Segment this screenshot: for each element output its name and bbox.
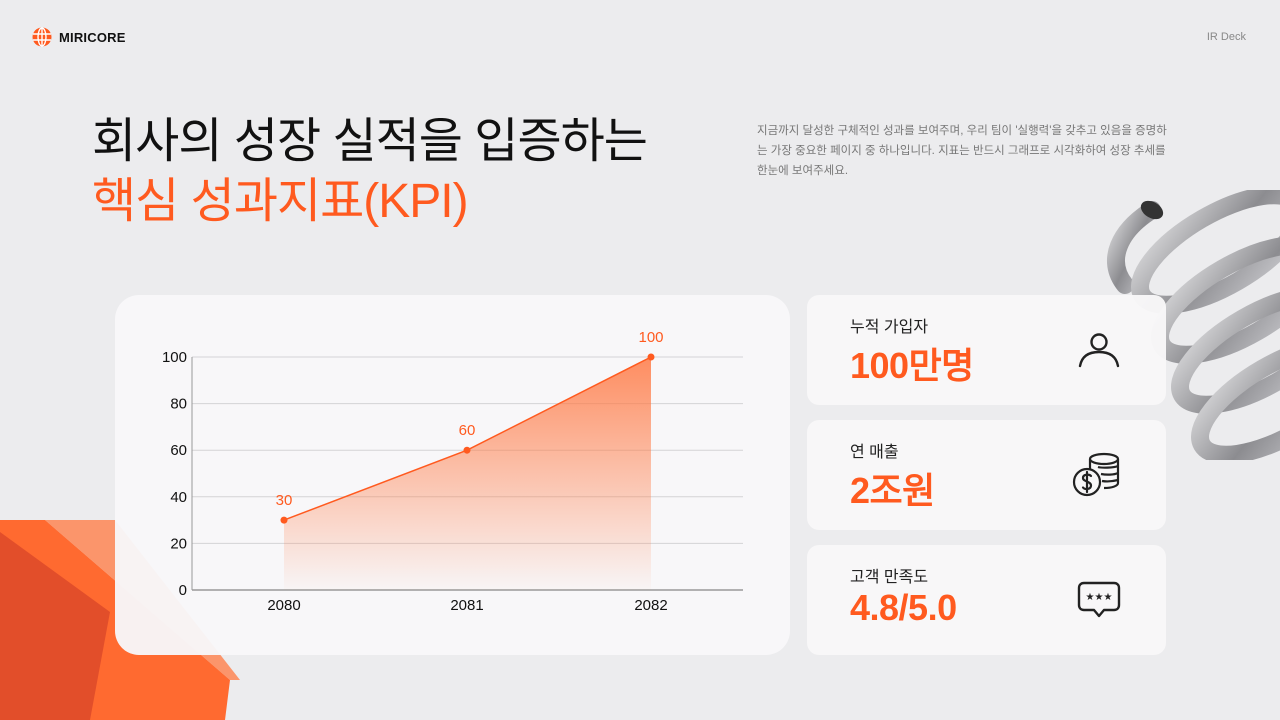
kpi-card-subscribers: 누적 가입자 100만명 xyxy=(807,295,1166,405)
svg-text:60: 60 xyxy=(459,422,476,439)
kpi-value: 100만명 xyxy=(850,345,974,386)
svg-text:2080: 2080 xyxy=(267,597,300,614)
brand-name: MIRICORE xyxy=(59,29,126,45)
y-axis-ticks: 0 20 40 60 80 100 xyxy=(162,349,187,599)
kpi-area-chart-card: 0 20 40 60 80 100 30 60 100 2080 2081 2082 xyxy=(115,295,790,655)
svg-text:100: 100 xyxy=(162,349,187,366)
description-text: 지금까지 달성한 구체적인 성과를 보여주며, 우리 팀이 '실행력'을 갖추고… xyxy=(757,125,1167,177)
chart-data-labels: 30 60 100 xyxy=(276,329,664,509)
kpi-value: 2조원 xyxy=(850,470,935,511)
svg-text:2082: 2082 xyxy=(634,597,667,614)
kpi-card-satisfaction: 고객 만족도 4.8/5.0 ★ ★ ★ xyxy=(807,545,1166,655)
page-title: 회사의 성장 실적을 입증하는 핵심 성과지표(KPI) xyxy=(92,112,648,232)
svg-text:★: ★ xyxy=(1104,592,1113,603)
svg-text:0: 0 xyxy=(179,582,187,599)
globe-icon xyxy=(32,27,52,47)
svg-text:40: 40 xyxy=(170,489,187,506)
svg-text:60: 60 xyxy=(170,442,187,459)
user-icon xyxy=(1078,333,1120,368)
brand-logo: MIRICORE xyxy=(32,27,126,47)
svg-text:2081: 2081 xyxy=(450,597,483,614)
title-line-1: 회사의 성장 실적을 입증하는 xyxy=(92,115,648,168)
chart-area-fill xyxy=(284,357,651,590)
rating-chat-icon: ★ ★ ★ xyxy=(1077,581,1121,618)
kpi-card-revenue: 연 매출 2조원 xyxy=(807,420,1166,530)
svg-text:100: 100 xyxy=(638,329,663,346)
kpi-label: 누적 가입자 xyxy=(850,319,929,336)
coins-dollar-icon xyxy=(1072,452,1120,497)
chart-data-points xyxy=(280,353,655,524)
kpi-label: 고객 만족도 xyxy=(850,569,929,586)
x-axis-ticks: 2080 2081 2082 xyxy=(267,597,667,614)
title-line-2-highlight: 핵심 성과지표(KPI) xyxy=(92,175,469,228)
svg-text:★: ★ xyxy=(1095,592,1104,603)
svg-text:★: ★ xyxy=(1086,592,1095,603)
svg-text:30: 30 xyxy=(276,492,293,509)
svg-text:20: 20 xyxy=(170,535,187,552)
kpi-value: 4.8/5.0 xyxy=(850,587,957,628)
deck-label: IR Deck xyxy=(1206,31,1246,43)
kpi-label: 연 매출 xyxy=(850,444,899,461)
svg-text:80: 80 xyxy=(170,396,187,413)
area-chart: 0 20 40 60 80 100 30 60 100 2080 2081 2082 xyxy=(162,329,743,614)
